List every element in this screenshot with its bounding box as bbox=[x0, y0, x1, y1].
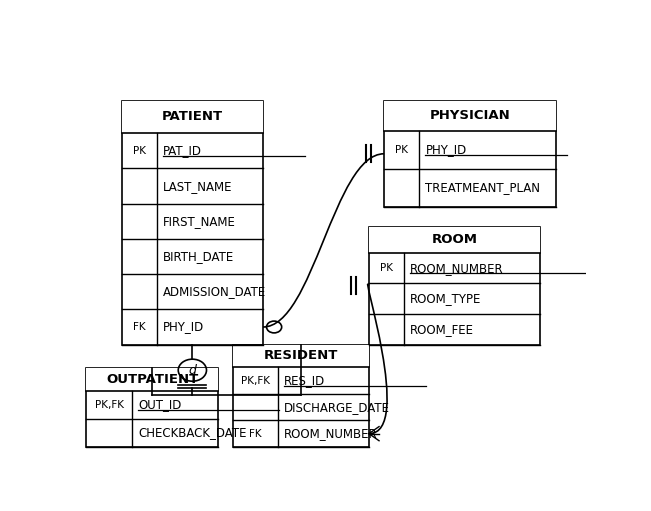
Text: ROOM_TYPE: ROOM_TYPE bbox=[410, 292, 482, 305]
Text: d: d bbox=[188, 364, 197, 377]
Text: ADMISSION_DATE: ADMISSION_DATE bbox=[163, 285, 266, 298]
Text: RES_ID: RES_ID bbox=[284, 374, 326, 387]
Bar bbox=[122, 101, 263, 133]
Bar bbox=[369, 226, 540, 253]
Bar bbox=[233, 344, 369, 367]
Text: PK: PK bbox=[395, 145, 408, 155]
Text: RESIDENT: RESIDENT bbox=[264, 350, 338, 362]
Text: LAST_NAME: LAST_NAME bbox=[163, 179, 232, 193]
Bar bbox=[384, 101, 555, 131]
Text: ROOM_NUMBER: ROOM_NUMBER bbox=[284, 427, 378, 440]
Bar bbox=[87, 368, 217, 391]
Text: CHECKBACK_DATE: CHECKBACK_DATE bbox=[138, 426, 246, 439]
Text: ROOM_FEE: ROOM_FEE bbox=[410, 323, 475, 336]
Text: PHY_ID: PHY_ID bbox=[426, 144, 467, 156]
Text: ROOM: ROOM bbox=[432, 233, 478, 246]
Text: PK,FK: PK,FK bbox=[241, 376, 270, 386]
Text: PK: PK bbox=[133, 146, 146, 156]
Text: FK: FK bbox=[133, 322, 146, 332]
Text: ROOM_NUMBER: ROOM_NUMBER bbox=[410, 262, 504, 274]
Text: PK,FK: PK,FK bbox=[94, 400, 124, 410]
Bar bbox=[122, 101, 263, 344]
Text: OUT_ID: OUT_ID bbox=[138, 398, 181, 411]
Text: PK: PK bbox=[380, 263, 393, 273]
Text: FK: FK bbox=[249, 429, 262, 438]
Bar bbox=[233, 344, 369, 447]
Bar bbox=[384, 101, 555, 207]
Text: FIRST_NAME: FIRST_NAME bbox=[163, 215, 236, 228]
Text: TREATMEANT_PLAN: TREATMEANT_PLAN bbox=[426, 181, 540, 194]
Text: PATIENT: PATIENT bbox=[162, 110, 223, 124]
Text: PHY_ID: PHY_ID bbox=[163, 320, 204, 334]
Text: PAT_ID: PAT_ID bbox=[163, 144, 202, 157]
Text: PHYSICIAN: PHYSICIAN bbox=[430, 109, 510, 122]
Text: DISCHARGE_DATE: DISCHARGE_DATE bbox=[284, 401, 390, 413]
Text: BIRTH_DATE: BIRTH_DATE bbox=[163, 250, 234, 263]
Bar bbox=[87, 368, 217, 447]
Text: OUTPATIENT: OUTPATIENT bbox=[106, 373, 198, 386]
Bar bbox=[369, 226, 540, 344]
